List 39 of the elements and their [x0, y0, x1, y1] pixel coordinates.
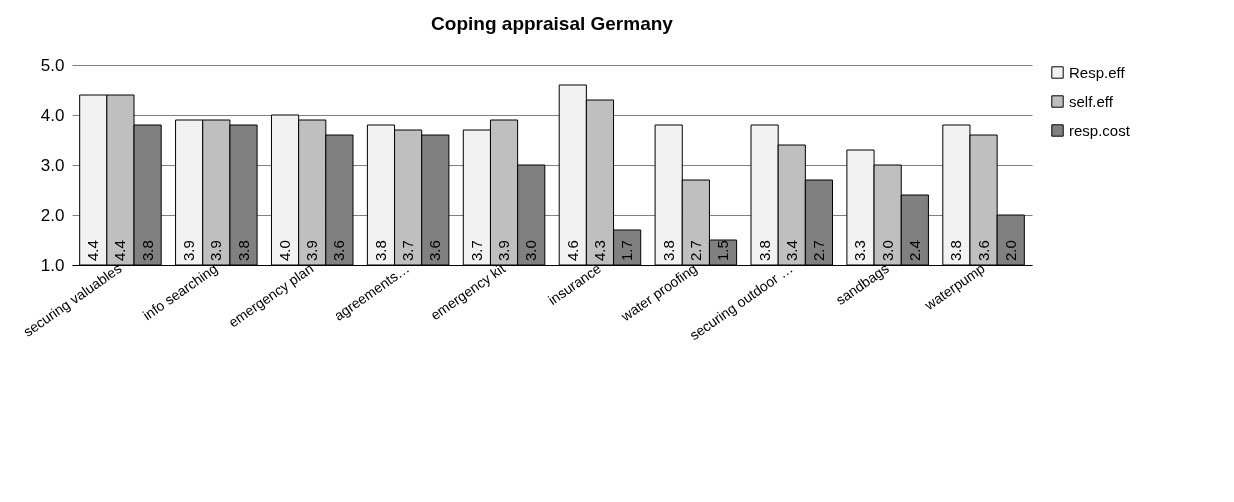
- data-label: 4.0: [276, 240, 294, 261]
- data-label: 3.9: [180, 240, 198, 261]
- data-label: 3.9: [207, 240, 225, 261]
- y-tick-label: 2.0: [40, 205, 65, 225]
- data-label: 3.6: [426, 240, 444, 261]
- data-label: 3.7: [399, 240, 417, 261]
- data-label: 3.8: [234, 240, 252, 261]
- y-tick-label: 4.0: [40, 105, 65, 125]
- data-label: 3.4: [782, 240, 800, 261]
- data-label: 3.0: [522, 240, 540, 261]
- data-label: 1.5: [714, 240, 732, 261]
- data-label: 4.4: [111, 240, 129, 261]
- data-label: 3.7: [467, 240, 485, 261]
- data-label: 3.0: [878, 240, 896, 261]
- y-tick-label: 1.0: [40, 255, 65, 275]
- data-label: 3.8: [138, 240, 156, 261]
- data-label: 3.3: [851, 240, 869, 261]
- data-label: 4.6: [563, 240, 581, 261]
- data-label: 1.7: [618, 240, 636, 261]
- data-label: 2.4: [905, 240, 923, 261]
- data-label: 3.9: [303, 240, 321, 261]
- data-label: 3.8: [659, 240, 677, 261]
- data-label: 2.7: [686, 240, 704, 261]
- chart-title: Coping appraisal Germany: [431, 13, 674, 34]
- data-label: 3.8: [371, 240, 389, 261]
- data-label: 2.0: [1001, 240, 1019, 261]
- y-tick-label: 3.0: [40, 155, 65, 175]
- data-label: 2.7: [809, 240, 827, 261]
- data-label: 4.4: [84, 240, 102, 261]
- legend-label: resp.cost: [1069, 121, 1131, 139]
- legend-label: Resp.eff: [1069, 63, 1126, 81]
- data-label: 3.8: [947, 240, 965, 261]
- y-tick-label: 5.0: [40, 55, 65, 75]
- data-label: 3.8: [755, 240, 773, 261]
- data-label: 3.6: [330, 240, 348, 261]
- data-label: 3.6: [974, 240, 992, 261]
- data-label: 3.9: [495, 240, 513, 261]
- legend-label: self.eff: [1069, 92, 1114, 110]
- data-label: 4.3: [590, 240, 608, 261]
